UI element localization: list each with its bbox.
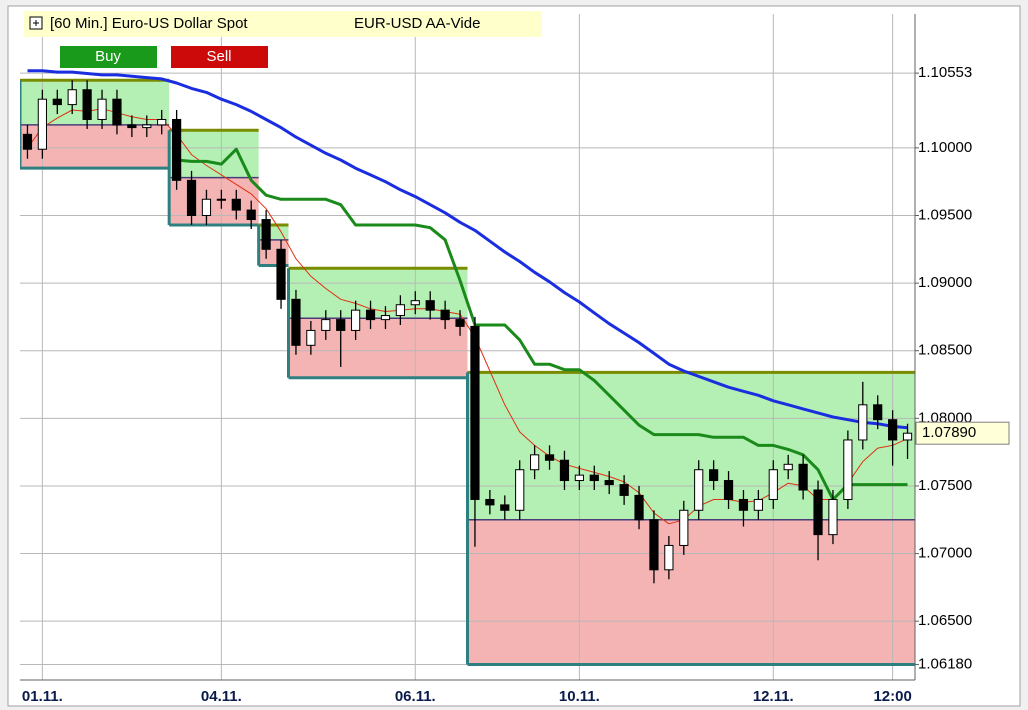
y-tick-label: 1.06180 [918, 655, 972, 672]
candle-body [500, 504, 510, 511]
x-tick-label: 10.11. [559, 688, 600, 705]
candle-body [231, 198, 241, 211]
candle-body [321, 319, 331, 331]
indicator-line [176, 147, 908, 501]
candle-body [544, 454, 555, 461]
candle-body [768, 469, 778, 500]
candle-body [858, 404, 868, 441]
candle-body [365, 309, 376, 321]
candle-body [753, 498, 763, 511]
candle-body [291, 298, 301, 346]
candle-body [485, 498, 495, 506]
x-tick-label: 12.11. [753, 688, 794, 705]
candle-body [336, 319, 346, 331]
x-tick-label: 06.11. [395, 688, 436, 705]
candle-body [261, 219, 271, 250]
candle-body [798, 463, 808, 491]
candle-body [82, 89, 92, 120]
sell-button-label[interactable]: Sell [206, 48, 231, 65]
y-tick-label: 1.09000 [918, 274, 972, 291]
candle-body [22, 133, 33, 150]
candle-body [902, 432, 913, 441]
candle-body [619, 484, 629, 496]
chart-title: [60 Min.] Euro-US Dollar Spot [50, 15, 248, 32]
candle-body [604, 480, 614, 486]
candle-body [515, 469, 525, 511]
candle-body [112, 98, 122, 126]
y-tick-label: 1.08500 [918, 342, 972, 359]
x-tick-label: 04.11. [201, 688, 242, 705]
zone-upper [467, 372, 915, 520]
chart-subtitle: EUR-USD AA-Vide [354, 15, 480, 32]
candle-body [351, 309, 361, 331]
y-tick-label: 1.09500 [918, 206, 972, 223]
last-price-label: 1.07890 [922, 424, 976, 441]
candle-body [306, 329, 316, 346]
candle-body [380, 315, 391, 321]
candle-body [246, 209, 256, 221]
candle-body [67, 89, 77, 106]
header-box [24, 11, 542, 37]
header: [60 Min.] Euro-US Dollar Spot EUR-USD AA… [24, 11, 542, 37]
candle-body [828, 498, 838, 536]
sell-button-bg[interactable] [171, 46, 268, 68]
candle-body [694, 469, 704, 511]
sell-button[interactable]: Sell [171, 46, 268, 68]
y-tick-label: 1.10553 [918, 64, 972, 81]
candle-body [172, 118, 182, 181]
candle-body [679, 509, 689, 546]
zone-lower [467, 519, 915, 665]
candle-body [425, 300, 435, 311]
candle-body [216, 198, 226, 201]
buy-button[interactable]: Buy [60, 46, 157, 68]
candle-body [783, 463, 793, 471]
zone-lower [169, 177, 259, 225]
candle-body [589, 474, 599, 482]
candle-body [574, 474, 584, 482]
zone-lower [288, 318, 468, 378]
candle-body [440, 309, 450, 321]
candle-body [873, 404, 883, 421]
candle-body [455, 319, 465, 327]
candle-body [813, 489, 823, 536]
candle-body [664, 544, 674, 571]
x-tick-label: 12:00 [873, 688, 911, 705]
candle-body [738, 498, 749, 511]
candle-body [52, 98, 62, 106]
candle-body [530, 454, 540, 471]
candle-body [142, 124, 152, 129]
candle-body [395, 304, 405, 317]
candle-body [723, 480, 734, 500]
candle-body [888, 419, 898, 441]
x-tick-label: 01.11. [22, 688, 63, 705]
last-price-box [915, 421, 1010, 445]
y-tick-label: 1.10000 [918, 139, 972, 156]
axes: 1.061801.065001.070001.075001.080001.085… [22, 64, 1010, 705]
indicator-line [27, 69, 908, 430]
candle-body [843, 439, 853, 500]
candle-body [127, 124, 137, 129]
candle-body [410, 300, 420, 306]
candle-body [37, 98, 47, 150]
candle-body [649, 519, 659, 571]
candle-body [276, 248, 286, 300]
candle-body [709, 469, 719, 482]
candle-body [157, 118, 167, 126]
candle-body [201, 198, 212, 216]
candle-body [186, 179, 197, 216]
y-tick-label: 1.06500 [918, 612, 972, 629]
candle-body [470, 325, 480, 500]
buy-button-bg[interactable] [60, 46, 157, 68]
candle-body [634, 494, 644, 521]
candle-body [97, 98, 107, 120]
buy-button-label[interactable]: Buy [95, 48, 121, 65]
candle-body [559, 459, 570, 482]
plot-area [20, 14, 915, 680]
y-tick-label: 1.07500 [918, 477, 972, 494]
y-tick-label: 1.07000 [918, 545, 972, 562]
